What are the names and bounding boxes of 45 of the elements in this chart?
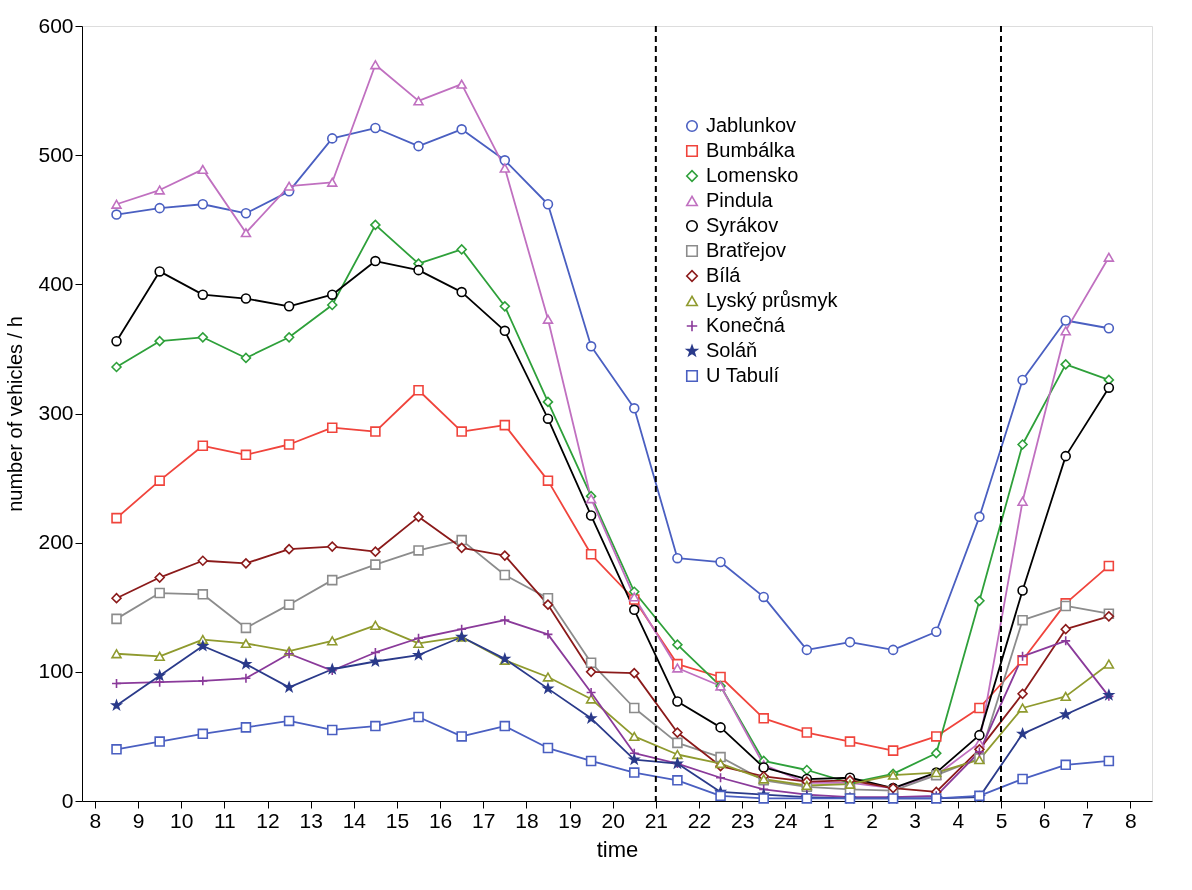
x-tick-label: 24 (774, 808, 798, 832)
x-tick-label: 3 (909, 808, 922, 832)
legend-label: Soláň (706, 339, 758, 361)
x-tick-label: 4 (952, 808, 965, 832)
x-tick-label: 23 (730, 808, 755, 832)
x-tick-label: 6 (1038, 808, 1051, 832)
x-tick-label: 5 (995, 808, 1008, 832)
x-tick-label: 21 (644, 808, 669, 832)
x-tick-label: 22 (687, 808, 712, 832)
x-tick-label: 11 (213, 808, 236, 832)
x-tick-label: 10 (170, 808, 194, 832)
x-tick-label: 16 (428, 808, 453, 832)
legend-label: Pindula (706, 189, 774, 211)
x-tick-label: 12 (256, 808, 280, 832)
x-tick-label: 9 (132, 808, 145, 832)
y-tick-label: 0 (61, 788, 74, 812)
x-tick-label: 17 (472, 808, 496, 832)
x-tick-label: 15 (385, 808, 410, 832)
x-tick-label: 8 (1125, 808, 1137, 832)
x-tick-label: 13 (299, 808, 323, 832)
x-tick-label: 18 (515, 808, 539, 832)
legend-label: Lyský průsmyk (706, 289, 839, 311)
legend-label: Lomensko (706, 164, 799, 186)
legend-label: Jablunkov (706, 114, 797, 136)
y-tick-label: 400 (38, 271, 74, 295)
legend-label: Bílá (706, 264, 742, 286)
y-tick-label: 600 (38, 13, 74, 37)
x-tick-label: 1 (823, 808, 835, 832)
legend-label: Bratřejov (706, 239, 787, 261)
legend-label: Konečná (706, 314, 786, 336)
x-tick-label: 19 (558, 808, 582, 832)
y-tick-label: 300 (38, 401, 74, 424)
legend-label: Syrákov (706, 214, 779, 236)
x-tick-label: 8 (89, 808, 102, 832)
x-tick-label: 2 (866, 808, 878, 832)
y-tick-label: 200 (38, 530, 74, 554)
x-tick-label: 14 (342, 808, 367, 832)
x-tick-label: 7 (1081, 808, 1094, 832)
y-tick-label: 500 (38, 142, 74, 166)
y-tick-label: 100 (38, 659, 74, 683)
legend-label: U Tabulí (706, 364, 780, 386)
legend-label: Bumbálka (706, 139, 796, 161)
x-tick-label: 20 (601, 808, 625, 832)
y-axis-title: number of vehicles / h (4, 316, 27, 512)
x-axis-title: time (596, 836, 639, 862)
